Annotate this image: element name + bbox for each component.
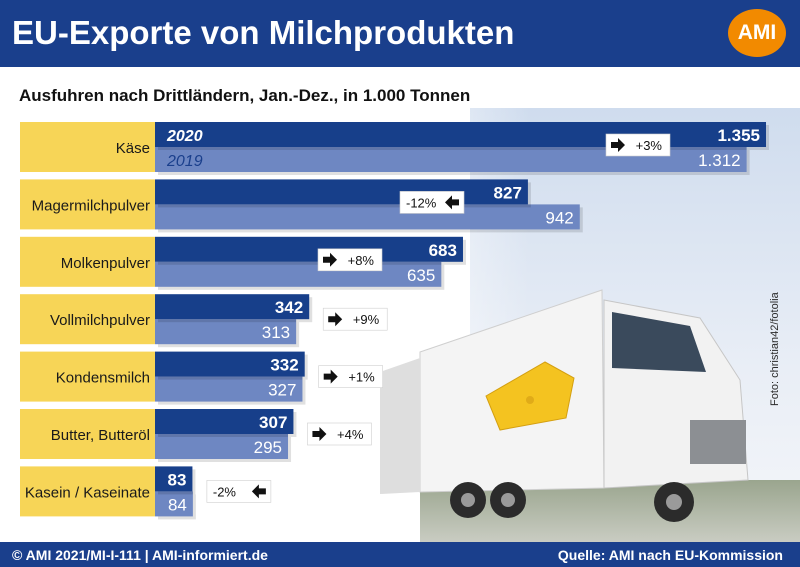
bar-2019 [155, 261, 442, 287]
category-label: Vollmilchpulver [50, 312, 150, 329]
category-label: Käse [116, 140, 150, 157]
legend-2019: 2019 [166, 153, 203, 170]
bar-2019 [155, 204, 580, 230]
arrow-left-icon [251, 484, 266, 499]
change-label: +3% [636, 138, 663, 153]
cab-grille [690, 420, 746, 464]
category-label: Kasein / Kaseinate [25, 484, 150, 501]
copyright-text: © AMI 2021/MI-I-111 | AMI-informiert.de [12, 547, 268, 563]
value-label-2019: 295 [254, 438, 282, 457]
logo-text: AMI [737, 21, 777, 44]
arrow-right-icon [323, 252, 337, 267]
truck [380, 289, 749, 522]
value-label-2020: 342 [275, 298, 303, 317]
change-box [399, 191, 465, 214]
category-label: Magermilchpulver [32, 197, 150, 214]
bar-2019 [155, 376, 303, 402]
arrow-right-icon [611, 138, 625, 152]
value-label-2020: 307 [259, 413, 287, 432]
wheel-hub [501, 493, 515, 507]
value-label-2020: 827 [494, 183, 522, 202]
chart-subtitle: Ausfuhren nach Drittländern, Jan.-Dez., … [19, 86, 471, 105]
category-label: Molkenpulver [61, 255, 150, 272]
category-label-bg [20, 466, 155, 517]
value-label-2020: 332 [270, 356, 298, 375]
bar-2020 [155, 466, 193, 492]
header-bar: EU-Exporte von Milchprodukten AMI [0, 0, 800, 67]
change-box [318, 365, 384, 388]
bar-2020 [155, 409, 294, 434]
change-label: +1% [348, 370, 375, 385]
change-box [322, 307, 388, 331]
bar-2020 [155, 179, 528, 205]
arrow-right-icon [328, 312, 343, 327]
category-label-bg [20, 351, 155, 402]
value-label-2020: 683 [429, 241, 457, 260]
cheese-hole [526, 396, 534, 404]
change-label: +8% [348, 253, 375, 268]
ami-logo: AMI [728, 9, 786, 57]
wheel-hub [666, 494, 682, 510]
bar-2020 [155, 236, 463, 262]
change-label: -2% [213, 484, 237, 499]
arrow-left-icon [445, 195, 459, 210]
source-text: Quelle: AMI nach EU-Kommission [557, 547, 783, 563]
change-label: -12% [406, 195, 437, 210]
change-box [307, 422, 372, 446]
change-box [206, 480, 272, 503]
bar-2020 [155, 351, 305, 377]
bar-2019 [155, 319, 297, 345]
category-label-bg [20, 409, 155, 459]
value-label-2020: 1.355 [717, 126, 760, 145]
change-label: +4% [337, 427, 364, 442]
change-box [605, 133, 671, 157]
value-label-2019: 84 [168, 495, 187, 514]
wheel-hub [461, 493, 475, 507]
legend-2020: 2020 [166, 128, 203, 145]
value-label-2019: 1.312 [698, 151, 741, 170]
cab-window [612, 312, 706, 372]
change-box [317, 248, 383, 272]
category-label: Kondensmilch [56, 370, 150, 387]
trailer-side [380, 358, 420, 494]
bar-2020 [155, 294, 310, 320]
footer-bar: © AMI 2021/MI-I-111 | AMI-informiert.de … [0, 542, 800, 567]
value-label-2019: 313 [262, 323, 290, 342]
bar-2020 [155, 122, 766, 147]
value-label-2019: 635 [407, 266, 435, 285]
value-label-2020: 83 [168, 470, 187, 489]
bar-2019 [155, 491, 193, 517]
change-label: +9% [353, 312, 380, 327]
category-label-bg [20, 122, 155, 172]
category-label-bg [20, 236, 155, 287]
category-label-bg [20, 294, 155, 345]
arrow-right-icon [312, 427, 327, 441]
value-label-2019: 942 [545, 208, 573, 227]
category-label-bg [20, 179, 155, 230]
category-label: Butter, Butteröl [51, 427, 150, 444]
page-title: EU-Exporte von Milchprodukten [12, 14, 515, 51]
bar-2019 [155, 434, 289, 459]
value-label-2019: 327 [268, 381, 296, 400]
arrow-right-icon [323, 369, 338, 384]
